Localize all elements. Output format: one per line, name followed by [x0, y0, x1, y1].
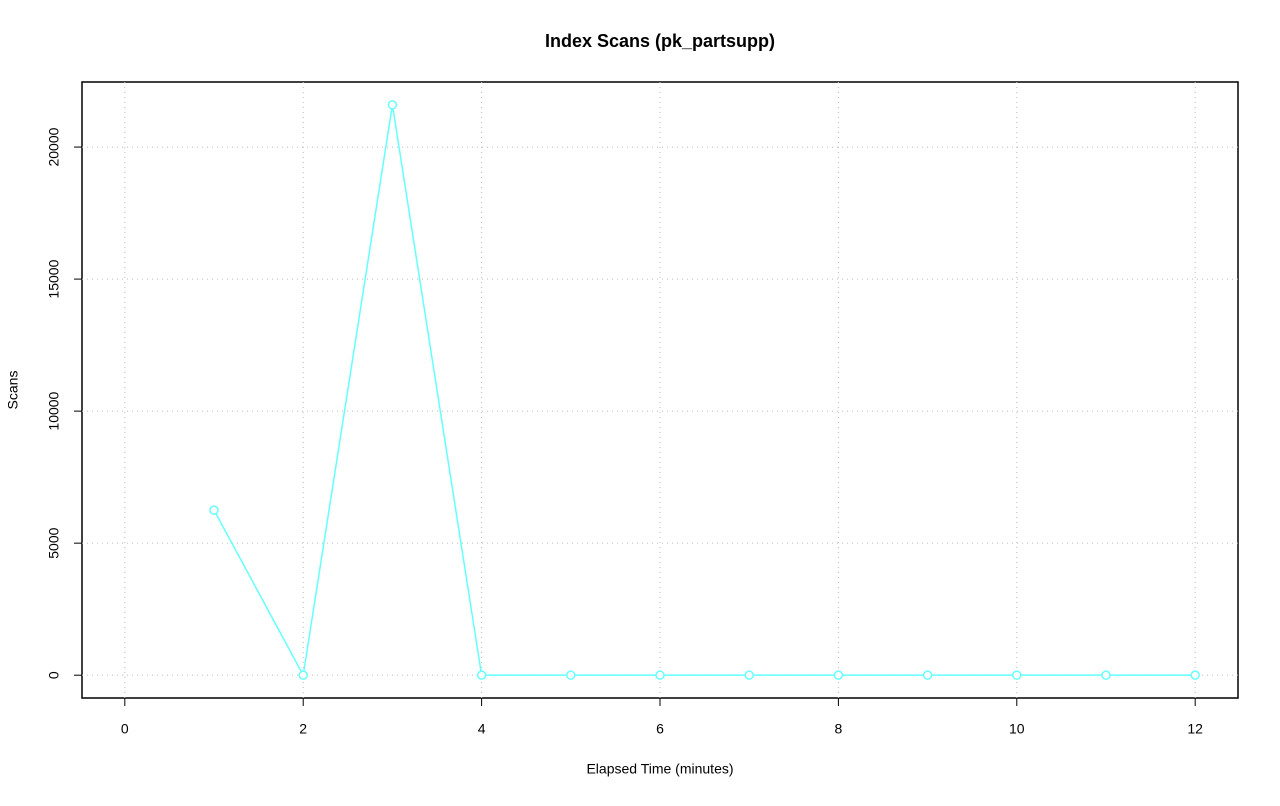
data-point: [1012, 670, 1022, 680]
data-point: [1101, 670, 1111, 680]
x-tick-label: 10: [1009, 721, 1025, 737]
y-tick-label: 10000: [46, 391, 62, 430]
series-line: [213, 104, 1196, 678]
chart-title: Index Scans (pk_partsupp): [545, 31, 775, 51]
x-tick-label: 12: [1187, 721, 1203, 737]
data-point: [922, 670, 933, 680]
data-point: [209, 505, 219, 515]
data-point: [566, 670, 576, 680]
x-tick-label: 0: [121, 721, 129, 737]
y-tick-label: 15000: [46, 259, 62, 298]
data-point: [744, 670, 754, 680]
plot-frame: [81, 81, 1239, 699]
x-tick-label: 8: [834, 721, 842, 737]
y-tick-label: 0: [46, 671, 62, 679]
data-point: [298, 670, 308, 680]
y-tick-label: 5000: [46, 527, 62, 558]
y-axis-label: Scans: [5, 371, 21, 410]
y-tick-label: 20000: [46, 127, 62, 166]
x-axis-label: Elapsed Time (minutes): [586, 761, 733, 777]
data-point: [387, 100, 398, 110]
x-tick-label: 2: [299, 721, 307, 737]
data-point: [476, 670, 487, 680]
x-tick-label: 4: [478, 721, 486, 737]
data-point: [655, 670, 665, 680]
data-point: [833, 670, 844, 680]
x-tick-label: 6: [656, 721, 664, 737]
data-point: [1190, 670, 1200, 680]
